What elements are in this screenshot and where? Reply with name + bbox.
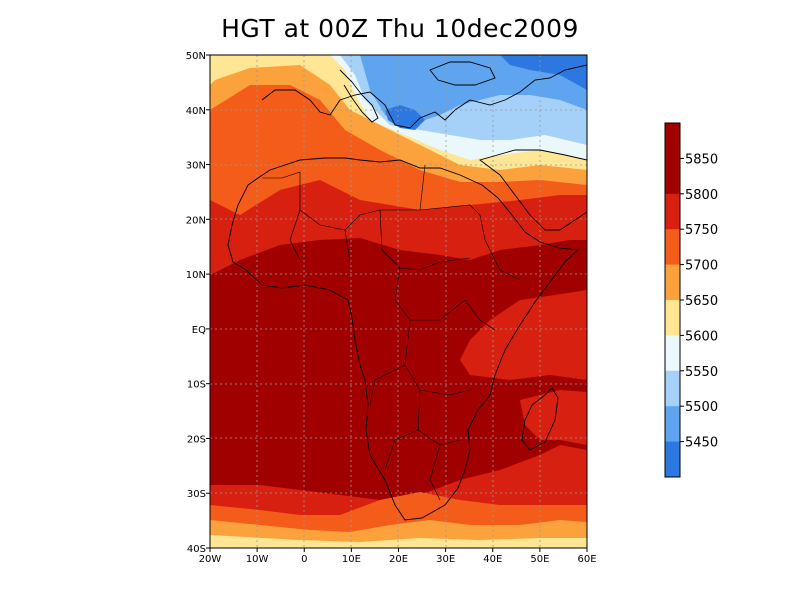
lon-tick-label: 50E (530, 554, 549, 565)
lat-tick-label: 20S (187, 434, 206, 445)
colorbar-swatch (665, 406, 680, 443)
black-sea-coastline (429, 61, 496, 86)
arabia-coastline (479, 149, 587, 231)
colorbar: 5850 5800 5750 5700 5650 5600 5550 5500 5450 (664, 122, 718, 478)
lon-tick-label: 20W (199, 554, 222, 565)
colorbar-swatch (665, 264, 680, 301)
colorbar-swatch (665, 229, 680, 266)
lon-tick-label: 30E (436, 554, 455, 565)
colorbar-swatch (665, 300, 680, 336)
lon-tick-label: 40E (483, 554, 502, 565)
madagascar-coastline (521, 387, 559, 451)
colorbar-swatch (665, 158, 680, 195)
colorbar-swatch (665, 193, 680, 230)
italy-coastline (339, 69, 379, 123)
lon-tick-label: 20E (389, 554, 408, 565)
lon-tick-label: 10E (342, 554, 361, 565)
colorbar-label: 5850 (685, 152, 718, 167)
latitude-tick-labels: 50N 40N 30N 20N 10N EQ 10S 20S 30S 40S (186, 51, 210, 555)
europe-coastline (261, 64, 587, 129)
lat-tick-label: 20N (186, 215, 206, 226)
lat-tick-label: 30S (187, 489, 206, 500)
colorbar-label: 5500 (685, 400, 718, 415)
height-field-fill (210, 55, 587, 548)
lon-tick-label: 0 (301, 554, 307, 565)
contour-band-5850-tropics (210, 238, 587, 500)
colorbar-swatch (665, 370, 680, 407)
lon-tick-label: 10W (246, 554, 269, 565)
contour-band-5450-balkans (385, 105, 425, 130)
colorbar-label: 5550 (685, 365, 718, 380)
contour-band-5500-north (360, 55, 587, 125)
lat-tick-label: EQ (192, 325, 206, 336)
colorbar-swatch (665, 441, 680, 478)
lat-tick-label: 50N (186, 51, 206, 62)
contour-band-5800-madagascar (520, 390, 587, 445)
colorbar-label: 5450 (685, 436, 718, 451)
longitude-tick-labels: 20W 10W 0 10E 20E 30E 40E 50E 60E (199, 548, 597, 565)
colorbar-label: 5650 (685, 294, 718, 309)
colorbar-swatch (665, 335, 680, 372)
lat-tick-label: 40S (187, 544, 206, 555)
lat-tick-label: 10S (187, 380, 206, 391)
gridlines (210, 55, 587, 548)
colorbar-label: 5700 (685, 259, 718, 274)
colorbar-label: 5750 (685, 223, 718, 238)
africa-coastline (227, 157, 580, 521)
contour-band-5650-south (210, 535, 587, 548)
colorbar-label: 5800 (685, 188, 718, 203)
lat-tick-label: 40N (186, 106, 206, 117)
colorbar-swatch (665, 123, 680, 159)
coastlines (227, 61, 587, 521)
contour-band-5450-north (500, 55, 587, 90)
country-borders (262, 164, 521, 501)
lat-tick-label: 30N (186, 161, 206, 172)
lat-tick-label: 10N (186, 270, 206, 281)
lon-tick-label: 60E (577, 554, 596, 565)
map-title: HGT at 00Z Thu 10dec2009 (221, 14, 579, 43)
colorbar-label: 5600 (685, 329, 718, 344)
